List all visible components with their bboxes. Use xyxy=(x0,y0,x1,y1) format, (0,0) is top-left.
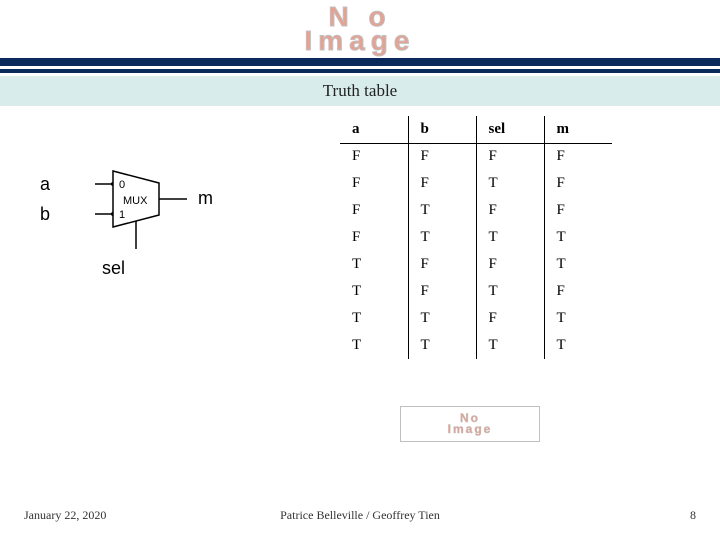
footer-author: Patrice Belleville / Geoffrey Tien xyxy=(280,508,440,523)
table-cell: T xyxy=(340,251,408,278)
no-image-line2: Image xyxy=(305,25,416,56)
mux-input-a-label: a xyxy=(40,174,50,195)
table-cell: T xyxy=(408,305,476,332)
table-cell: T xyxy=(544,332,612,359)
table-cell: T xyxy=(476,170,544,197)
table-cell: T xyxy=(544,305,612,332)
slide-title: Truth table xyxy=(0,76,720,106)
no-image-placeholder-top: N o Image xyxy=(305,5,416,53)
col-b: b xyxy=(408,116,476,143)
table-cell: T xyxy=(340,305,408,332)
table-cell: F xyxy=(476,197,544,224)
mux-select-label: sel xyxy=(102,258,125,279)
table-cell: F xyxy=(544,197,612,224)
table-cell: T xyxy=(408,197,476,224)
table-cell: F xyxy=(476,251,544,278)
table-cell: F xyxy=(408,170,476,197)
mux-input-b-label: b xyxy=(40,204,50,225)
table-cell: F xyxy=(340,143,408,170)
table-cell: F xyxy=(544,278,612,305)
table-cell: T xyxy=(340,278,408,305)
table-cell: F xyxy=(408,251,476,278)
content-region: a b m sel 0 1 MUX a b sel xyxy=(0,106,720,466)
table-row: TTFT xyxy=(340,305,612,332)
table-cell: T xyxy=(408,332,476,359)
footer-date: January 22, 2020 xyxy=(24,508,106,523)
table-cell: T xyxy=(476,278,544,305)
table-cell: T xyxy=(408,224,476,251)
table-row: TFTF xyxy=(340,278,612,305)
table-cell: F xyxy=(476,143,544,170)
footer-page-number: 8 xyxy=(690,508,696,523)
footer: January 22, 2020 Patrice Belleville / Ge… xyxy=(0,508,720,530)
table-cell: F xyxy=(544,170,612,197)
header-region: N o Image xyxy=(0,0,720,58)
table-cell: F xyxy=(408,143,476,170)
table-cell: F xyxy=(544,143,612,170)
table-cell: T xyxy=(544,224,612,251)
truth-table: a b sel m FFFFFFTFFTFFFTTTTFFTTFTFTTFTTT… xyxy=(340,116,612,359)
mux-port-0: 0 xyxy=(119,179,125,191)
table-cell: T xyxy=(544,251,612,278)
table-cell: F xyxy=(340,170,408,197)
table-body: FFFFFFTFFTFFFTTTTFFTTFTFTTFTTTTT xyxy=(340,143,612,359)
small-placeholder-line2: Image xyxy=(448,422,493,436)
table-row: TTTT xyxy=(340,332,612,359)
mux-output-m-label: m xyxy=(198,188,213,209)
mux-diagram: a b m sel 0 1 MUX xyxy=(40,166,240,306)
table-row: FFTF xyxy=(340,170,612,197)
table-cell: F xyxy=(408,278,476,305)
table-cell: F xyxy=(340,224,408,251)
mux-port-1: 1 xyxy=(119,209,125,221)
table-cell: T xyxy=(476,332,544,359)
mux-symbol: 0 1 MUX xyxy=(95,169,195,259)
table-row: FTTT xyxy=(340,224,612,251)
table-cell: F xyxy=(476,305,544,332)
table-row: FTFF xyxy=(340,197,612,224)
table-header-row: a b sel m xyxy=(340,116,612,143)
table-cell: T xyxy=(340,332,408,359)
mux-box-label: MUX xyxy=(123,195,148,207)
col-a: a xyxy=(340,116,408,143)
header-bar-thick xyxy=(0,58,720,66)
no-image-placeholder-small: No Image xyxy=(400,406,540,442)
table-cell: F xyxy=(340,197,408,224)
table-row: TFFT xyxy=(340,251,612,278)
header-bar-thin xyxy=(0,69,720,73)
col-sel: sel xyxy=(476,116,544,143)
col-m: m xyxy=(544,116,612,143)
table-cell: T xyxy=(476,224,544,251)
table-row: FFFF xyxy=(340,143,612,170)
